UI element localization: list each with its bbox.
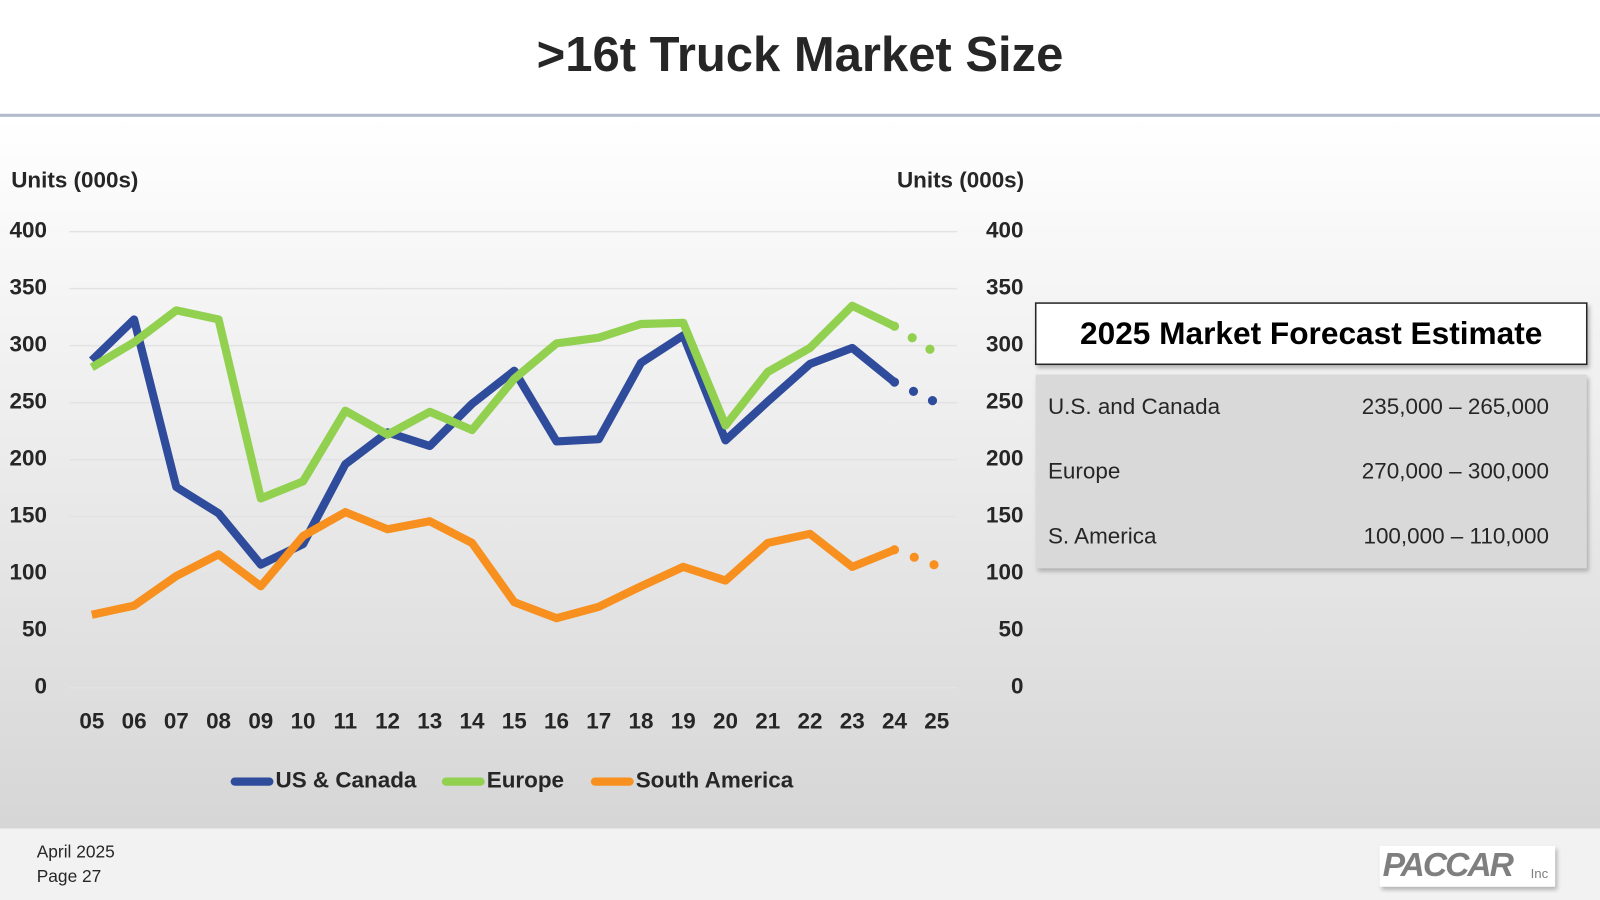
y-tick-label: 150 bbox=[10, 503, 47, 528]
y-tick-label: 200 bbox=[10, 446, 47, 471]
forecast-region: U.S. and Canada bbox=[1048, 394, 1221, 419]
x-tick-label: 23 bbox=[840, 708, 865, 733]
y-tick-label: 400 bbox=[10, 218, 47, 243]
forecast-line bbox=[889, 321, 942, 359]
y2-tick-label: 250 bbox=[986, 389, 1023, 414]
forecast-line bbox=[889, 545, 942, 571]
series-line bbox=[88, 315, 898, 569]
y2-tick-label: 200 bbox=[986, 446, 1023, 471]
forecast-region: S. America bbox=[1048, 524, 1157, 549]
y2-tick-label: 350 bbox=[986, 275, 1023, 300]
y2-tick-label: 400 bbox=[986, 218, 1023, 243]
x-tick-label: 25 bbox=[924, 708, 949, 733]
y-tick-label: 100 bbox=[10, 560, 47, 585]
y2-tick-label: 50 bbox=[999, 617, 1024, 642]
x-tick-label: 13 bbox=[417, 708, 442, 733]
x-tick-label: 11 bbox=[333, 708, 357, 733]
legend-label: US & Canada bbox=[276, 768, 417, 793]
y-tick-label: 300 bbox=[10, 332, 47, 357]
y2-axis-title: Units (000s) bbox=[897, 168, 1024, 193]
series-line bbox=[89, 301, 897, 503]
forecast-range: 235,000 – 265,000 bbox=[1362, 394, 1549, 419]
x-tick-label: 08 bbox=[206, 708, 231, 733]
x-tick-label: 15 bbox=[502, 708, 527, 733]
x-tick-label: 24 bbox=[882, 708, 907, 733]
legend-label: Europe bbox=[487, 768, 564, 793]
x-tick-label: 09 bbox=[248, 708, 273, 733]
y2-tick-label: 150 bbox=[986, 503, 1023, 528]
x-tick-label: 14 bbox=[460, 708, 485, 733]
x-tick-label: 12 bbox=[375, 708, 400, 733]
x-tick-label: 16 bbox=[544, 708, 569, 733]
forecast-table bbox=[1035, 374, 1587, 569]
chart-title: >16t Truck Market Size bbox=[537, 28, 1064, 82]
footer-date: April 2025 bbox=[37, 842, 115, 862]
forecast-region: Europe bbox=[1048, 458, 1120, 483]
logo-box bbox=[1379, 845, 1556, 887]
y2-tick-label: 300 bbox=[986, 332, 1023, 357]
footer-background bbox=[0, 828, 1600, 900]
y-tick-label: 50 bbox=[22, 617, 47, 642]
x-tick-label: 06 bbox=[122, 708, 147, 733]
logo: PACCAR bbox=[1383, 847, 1515, 884]
series-line bbox=[90, 508, 897, 623]
x-tick-label: 07 bbox=[164, 708, 189, 733]
x-tick-label: 19 bbox=[671, 708, 696, 733]
y-tick-label: 350 bbox=[10, 275, 47, 300]
x-tick-label: 21 bbox=[755, 708, 780, 733]
y2-tick-label: 0 bbox=[1011, 674, 1023, 699]
y2-tick-label: 100 bbox=[986, 560, 1023, 585]
x-tick-label: 17 bbox=[586, 708, 611, 733]
logo-suffix: Inc bbox=[1531, 866, 1549, 881]
x-tick-label: 18 bbox=[629, 708, 654, 733]
legend-label: South America bbox=[636, 768, 794, 793]
forecast-range: 270,000 – 300,000 bbox=[1362, 458, 1549, 483]
x-tick-label: 05 bbox=[79, 708, 104, 733]
x-tick-label: 20 bbox=[713, 708, 738, 733]
y-axis-title: Units (000s) bbox=[11, 168, 138, 193]
footer-page: Page 27 bbox=[37, 866, 102, 886]
y-tick-label: 0 bbox=[34, 674, 46, 699]
y-tick-label: 250 bbox=[10, 389, 47, 414]
forecast-title: 2025 Market Forecast Estimate bbox=[1080, 315, 1542, 351]
forecast-range: 100,000 – 110,000 bbox=[1363, 524, 1549, 549]
forecast-title-box bbox=[1034, 302, 1588, 366]
x-tick-label: 10 bbox=[291, 708, 316, 733]
x-tick-label: 22 bbox=[798, 708, 823, 733]
forecast-line bbox=[889, 377, 942, 408]
